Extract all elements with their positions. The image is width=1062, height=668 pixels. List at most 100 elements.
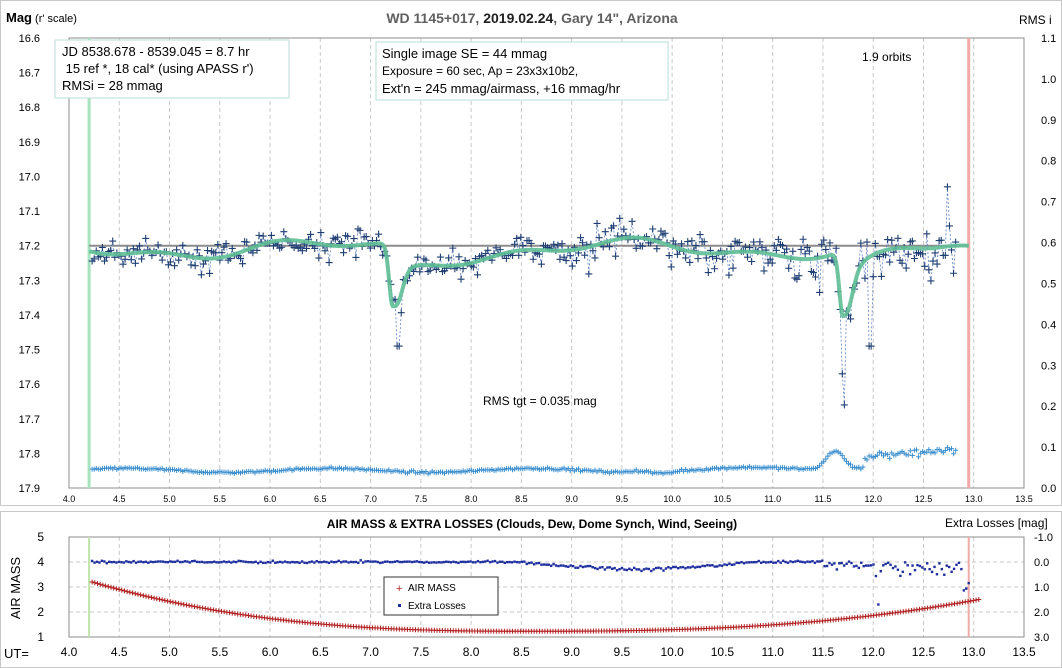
data-point [595, 234, 603, 242]
extra-losses-point [144, 560, 148, 564]
extra-losses-point [330, 560, 333, 563]
extra-losses-point [459, 560, 463, 564]
extra-losses-point [205, 561, 209, 564]
extra-losses-point [930, 570, 934, 574]
data-point [772, 246, 780, 254]
data-point [931, 249, 939, 257]
bottom-x-ticks: 4.0 4.5 5.0 5.5 6.0 6.5 7.0 7.5 8.0 8.5 9.0 9.5 10.0… [61, 645, 1036, 659]
extra-losses-point [90, 559, 94, 563]
extra-losses-point [926, 562, 929, 565]
extra-losses-point [584, 565, 587, 568]
extra-losses-point [901, 570, 904, 574]
top-y2-tick-label: 0.9 [1041, 115, 1056, 127]
extra-losses-point [676, 566, 680, 570]
extra-losses-point [159, 560, 162, 563]
air-mass-point [116, 586, 122, 592]
extra-losses-point [115, 561, 118, 564]
extra-losses-point [198, 560, 201, 564]
data-point [684, 238, 692, 246]
data-point [537, 260, 545, 268]
extra-losses-point [579, 564, 582, 568]
data-point [756, 238, 764, 246]
extra-losses-point [593, 566, 597, 570]
data-point [579, 239, 587, 247]
extra-losses-point [264, 561, 267, 565]
data-point [519, 242, 527, 250]
top-x-tick-label: 4.0 [63, 494, 76, 504]
bottom-y2-tick-label: 3.0 [1034, 632, 1049, 644]
extra-losses-point [254, 560, 257, 563]
data-point [457, 275, 465, 283]
top-x-tick-label: 8.5 [515, 494, 528, 504]
data-point [871, 239, 879, 247]
data-point [869, 273, 877, 281]
data-point [888, 236, 896, 244]
extra-losses-point [391, 560, 394, 564]
data-point [455, 253, 463, 261]
extra-losses-point [686, 566, 690, 569]
extra-losses-point [442, 560, 445, 564]
extra-losses-point [808, 560, 812, 564]
data-point [838, 370, 846, 378]
data-point [822, 246, 830, 254]
data-point [758, 244, 766, 252]
extra-losses-point [696, 565, 699, 569]
top-x-tick-label: 9.0 [565, 494, 578, 504]
data-point [222, 240, 230, 248]
extra-losses-point [215, 561, 218, 564]
bottom-x-tick-label: 10.0 [660, 645, 684, 659]
extra-losses-point [518, 561, 521, 564]
extra-losses-point [173, 560, 177, 564]
extra-losses-point [293, 561, 296, 564]
bottom-x-tick-label: 13.0 [962, 645, 986, 659]
extra-losses-point [276, 561, 279, 564]
extra-losses-point [161, 560, 165, 563]
extra-losses-point [598, 566, 602, 569]
rms-point [887, 455, 893, 461]
extra-losses-point [557, 564, 560, 568]
extra-losses-point [896, 568, 900, 571]
extra-losses-point [122, 561, 126, 564]
data-point [816, 288, 824, 296]
bottom-y2-tick-label: -1.0 [1034, 532, 1053, 544]
extra-losses-point [491, 560, 494, 563]
top-y2-tick-label: 0.6 [1041, 238, 1056, 250]
data-point [803, 243, 811, 251]
extra-losses-point [200, 560, 204, 564]
data-point [414, 253, 422, 261]
top-plot-area [68, 37, 1025, 489]
data-point [566, 252, 574, 260]
extra-losses-point [669, 567, 673, 570]
extra-losses-point [142, 561, 145, 564]
extra-losses-point [733, 563, 736, 566]
info-box-exposure: Single image SE = 44 mmag Exposure = 60 … [375, 41, 669, 101]
air-mass-point [194, 604, 200, 610]
data-point [774, 235, 782, 243]
top-y-tick-label: 17.0 [19, 171, 40, 183]
extra-losses-point [833, 562, 836, 565]
data-point [243, 238, 251, 246]
top-x-tick-label: 12.0 [864, 494, 882, 504]
extra-losses-point [803, 561, 807, 564]
air-mass-point [113, 586, 119, 592]
data-point [325, 259, 333, 267]
data-point [121, 255, 129, 263]
extra-losses-point [742, 562, 746, 565]
data-point [840, 401, 848, 409]
rms-point [825, 453, 831, 459]
extra-losses-point [535, 562, 538, 565]
top-x-tick-label: 9.5 [616, 494, 629, 504]
extra-losses-point [852, 565, 856, 568]
extra-losses-point [530, 561, 533, 564]
bottom-y-axis-label: AIR MASS [8, 557, 23, 619]
data-point [820, 236, 828, 244]
bottom-y2-tick-label: 1.0 [1034, 582, 1049, 594]
air-mass-point [124, 589, 130, 595]
extra-losses-point [195, 560, 199, 564]
data-point [436, 253, 444, 261]
extra-losses-point [647, 567, 651, 571]
extra-losses-point [349, 560, 353, 564]
extra-losses-point [872, 563, 875, 566]
extra-losses-point [354, 560, 358, 564]
data-point [713, 254, 721, 262]
